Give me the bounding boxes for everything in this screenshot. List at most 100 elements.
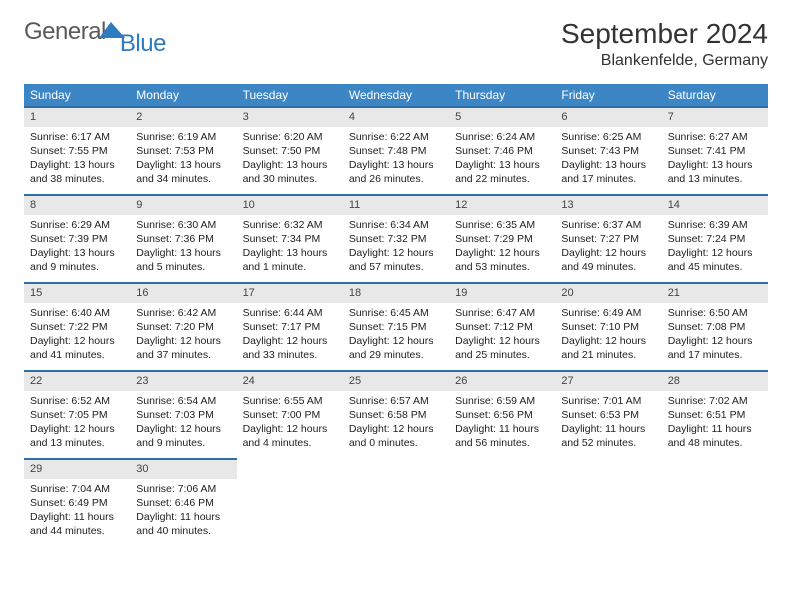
day-cell: 21Sunrise: 6:50 AMSunset: 7:08 PMDayligh…: [662, 282, 768, 370]
day-body: [237, 464, 343, 473]
sunset-line: Sunset: 7:46 PM: [455, 144, 549, 158]
sunrise-line: Sunrise: 6:57 AM: [349, 394, 443, 408]
day-cell: [237, 458, 343, 546]
day-cell: 1Sunrise: 6:17 AMSunset: 7:55 PMDaylight…: [24, 106, 130, 194]
sunrise-line: Sunrise: 6:17 AM: [30, 130, 124, 144]
sunset-line: Sunset: 7:10 PM: [561, 320, 655, 334]
sunrise-line: Sunrise: 6:44 AM: [243, 306, 337, 320]
day-cell: 5Sunrise: 6:24 AMSunset: 7:46 PMDaylight…: [449, 106, 555, 194]
weekday-saturday: Saturday: [662, 84, 768, 106]
day-body: Sunrise: 7:02 AMSunset: 6:51 PMDaylight:…: [662, 391, 768, 457]
sunrise-line: Sunrise: 7:06 AM: [136, 482, 230, 496]
day-cell: [343, 458, 449, 546]
sunset-line: Sunset: 7:32 PM: [349, 232, 443, 246]
daylight-line: Daylight: 11 hours and 56 minutes.: [455, 422, 549, 450]
day-body: Sunrise: 6:40 AMSunset: 7:22 PMDaylight:…: [24, 303, 130, 369]
sunset-line: Sunset: 6:58 PM: [349, 408, 443, 422]
day-cell: 28Sunrise: 7:02 AMSunset: 6:51 PMDayligh…: [662, 370, 768, 458]
day-body: Sunrise: 6:45 AMSunset: 7:15 PMDaylight:…: [343, 303, 449, 369]
day-cell: 4Sunrise: 6:22 AMSunset: 7:48 PMDaylight…: [343, 106, 449, 194]
header: General Blue September 2024 Blankenfelde…: [24, 18, 768, 70]
sunset-line: Sunset: 7:20 PM: [136, 320, 230, 334]
daylight-line: Daylight: 12 hours and 53 minutes.: [455, 246, 549, 274]
day-body: [662, 464, 768, 473]
sunset-line: Sunset: 7:48 PM: [349, 144, 443, 158]
day-body: Sunrise: 6:30 AMSunset: 7:36 PMDaylight:…: [130, 215, 236, 281]
day-number-band: 22: [24, 370, 130, 391]
day-cell: [449, 458, 555, 546]
daylight-line: Daylight: 12 hours and 13 minutes.: [30, 422, 124, 450]
daylight-line: Daylight: 12 hours and 29 minutes.: [349, 334, 443, 362]
daylight-line: Daylight: 12 hours and 21 minutes.: [561, 334, 655, 362]
sunrise-line: Sunrise: 6:55 AM: [243, 394, 337, 408]
day-cell: 6Sunrise: 6:25 AMSunset: 7:43 PMDaylight…: [555, 106, 661, 194]
day-body: Sunrise: 6:59 AMSunset: 6:56 PMDaylight:…: [449, 391, 555, 457]
day-cell: 15Sunrise: 6:40 AMSunset: 7:22 PMDayligh…: [24, 282, 130, 370]
daylight-line: Daylight: 13 hours and 17 minutes.: [561, 158, 655, 186]
weeks-container: 1Sunrise: 6:17 AMSunset: 7:55 PMDaylight…: [24, 106, 768, 546]
sunrise-line: Sunrise: 6:30 AM: [136, 218, 230, 232]
day-body: Sunrise: 6:25 AMSunset: 7:43 PMDaylight:…: [555, 127, 661, 193]
day-number-band: 2: [130, 106, 236, 127]
sunset-line: Sunset: 7:15 PM: [349, 320, 443, 334]
day-number-band: 9: [130, 194, 236, 215]
day-body: Sunrise: 6:27 AMSunset: 7:41 PMDaylight:…: [662, 127, 768, 193]
day-body: Sunrise: 6:55 AMSunset: 7:00 PMDaylight:…: [237, 391, 343, 457]
day-number-band: 12: [449, 194, 555, 215]
sunrise-line: Sunrise: 6:24 AM: [455, 130, 549, 144]
daylight-line: Daylight: 12 hours and 37 minutes.: [136, 334, 230, 362]
month-title: September 2024: [561, 18, 768, 50]
sunset-line: Sunset: 7:43 PM: [561, 144, 655, 158]
sunset-line: Sunset: 6:56 PM: [455, 408, 549, 422]
sunrise-line: Sunrise: 6:34 AM: [349, 218, 443, 232]
day-body: Sunrise: 7:06 AMSunset: 6:46 PMDaylight:…: [130, 479, 236, 545]
sunset-line: Sunset: 7:39 PM: [30, 232, 124, 246]
day-number-band: 27: [555, 370, 661, 391]
day-body: Sunrise: 6:39 AMSunset: 7:24 PMDaylight:…: [662, 215, 768, 281]
sunset-line: Sunset: 7:12 PM: [455, 320, 549, 334]
day-body: Sunrise: 6:44 AMSunset: 7:17 PMDaylight:…: [237, 303, 343, 369]
daylight-line: Daylight: 13 hours and 9 minutes.: [30, 246, 124, 274]
day-cell: 14Sunrise: 6:39 AMSunset: 7:24 PMDayligh…: [662, 194, 768, 282]
daylight-line: Daylight: 13 hours and 22 minutes.: [455, 158, 549, 186]
day-number-band: 25: [343, 370, 449, 391]
day-number-band: 20: [555, 282, 661, 303]
logo-text-general: General: [24, 18, 106, 46]
day-cell: 19Sunrise: 6:47 AMSunset: 7:12 PMDayligh…: [449, 282, 555, 370]
daylight-line: Daylight: 11 hours and 48 minutes.: [668, 422, 762, 450]
daylight-line: Daylight: 12 hours and 45 minutes.: [668, 246, 762, 274]
day-cell: 18Sunrise: 6:45 AMSunset: 7:15 PMDayligh…: [343, 282, 449, 370]
day-number-band: 26: [449, 370, 555, 391]
sunrise-line: Sunrise: 6:39 AM: [668, 218, 762, 232]
day-body: Sunrise: 6:42 AMSunset: 7:20 PMDaylight:…: [130, 303, 236, 369]
day-body: Sunrise: 6:29 AMSunset: 7:39 PMDaylight:…: [24, 215, 130, 281]
sunrise-line: Sunrise: 6:20 AM: [243, 130, 337, 144]
day-number-band: 15: [24, 282, 130, 303]
sunset-line: Sunset: 6:46 PM: [136, 496, 230, 510]
sunset-line: Sunset: 7:08 PM: [668, 320, 762, 334]
week-row: 8Sunrise: 6:29 AMSunset: 7:39 PMDaylight…: [24, 194, 768, 282]
day-body: Sunrise: 6:37 AMSunset: 7:27 PMDaylight:…: [555, 215, 661, 281]
sunset-line: Sunset: 7:34 PM: [243, 232, 337, 246]
sunset-line: Sunset: 6:49 PM: [30, 496, 124, 510]
sunset-line: Sunset: 7:27 PM: [561, 232, 655, 246]
sunrise-line: Sunrise: 6:32 AM: [243, 218, 337, 232]
daylight-line: Daylight: 13 hours and 13 minutes.: [668, 158, 762, 186]
day-number-band: 21: [662, 282, 768, 303]
week-row: 22Sunrise: 6:52 AMSunset: 7:05 PMDayligh…: [24, 370, 768, 458]
day-number-band: 30: [130, 458, 236, 479]
daylight-line: Daylight: 11 hours and 40 minutes.: [136, 510, 230, 538]
day-number-band: 18: [343, 282, 449, 303]
day-body: Sunrise: 6:32 AMSunset: 7:34 PMDaylight:…: [237, 215, 343, 281]
day-cell: 3Sunrise: 6:20 AMSunset: 7:50 PMDaylight…: [237, 106, 343, 194]
daylight-line: Daylight: 12 hours and 9 minutes.: [136, 422, 230, 450]
weekday-friday: Friday: [555, 84, 661, 106]
day-cell: 16Sunrise: 6:42 AMSunset: 7:20 PMDayligh…: [130, 282, 236, 370]
sunrise-line: Sunrise: 6:27 AM: [668, 130, 762, 144]
day-number-band: 6: [555, 106, 661, 127]
sunrise-line: Sunrise: 6:37 AM: [561, 218, 655, 232]
day-body: [449, 464, 555, 473]
day-body: Sunrise: 6:49 AMSunset: 7:10 PMDaylight:…: [555, 303, 661, 369]
daylight-line: Daylight: 12 hours and 25 minutes.: [455, 334, 549, 362]
week-row: 29Sunrise: 7:04 AMSunset: 6:49 PMDayligh…: [24, 458, 768, 546]
